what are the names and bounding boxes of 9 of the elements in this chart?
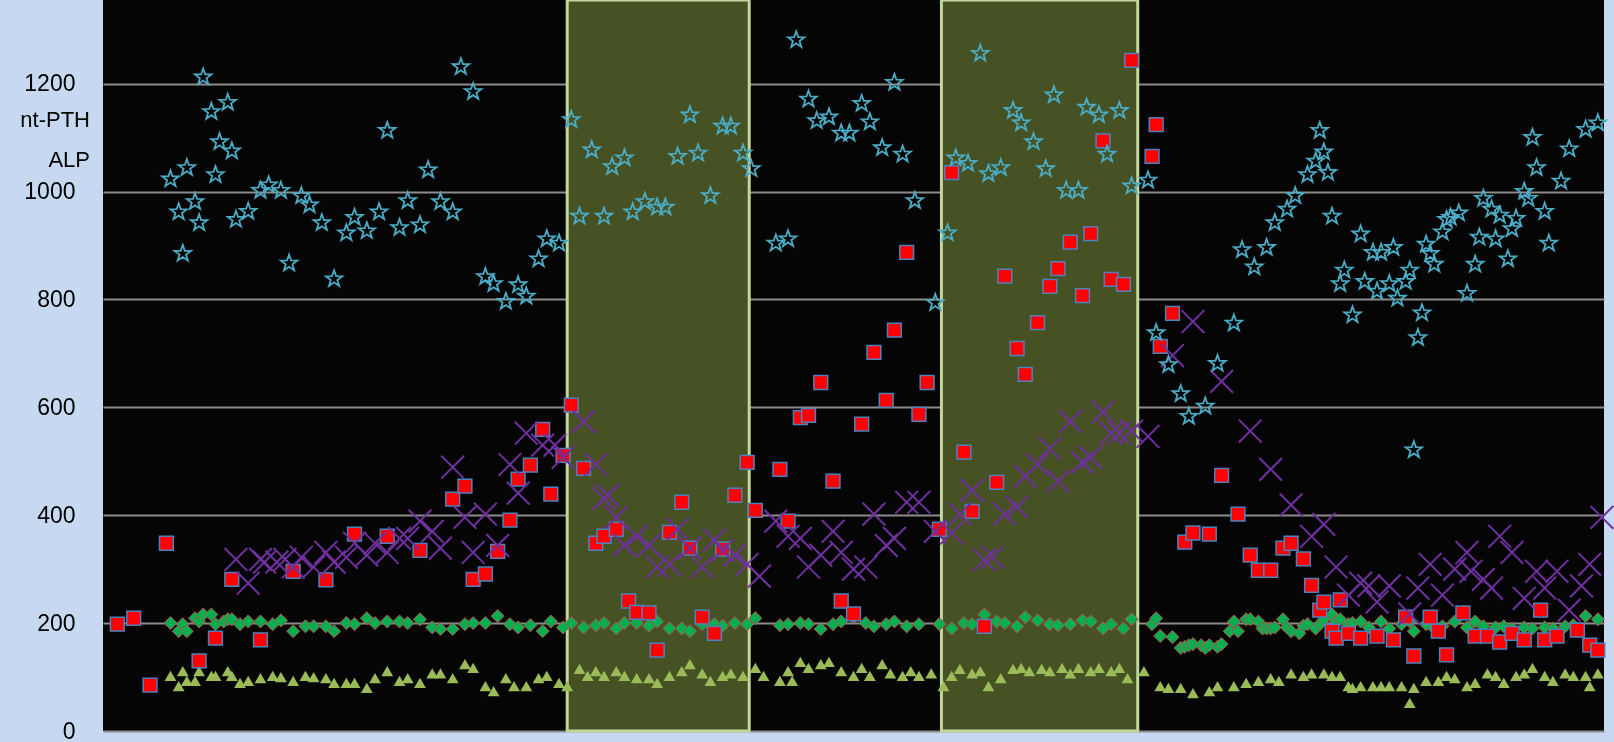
y-tick-label: 600 [37, 393, 76, 420]
y-tick-label: 0 [62, 717, 76, 742]
y-tick-label: 800 [37, 285, 76, 312]
y-tick-label: 400 [37, 501, 76, 528]
y-tick-label: 1000 [24, 178, 76, 205]
text: nt-PTH [19, 106, 90, 134]
y-tick-label: 200 [37, 609, 76, 636]
y-tick-label: 1200 [24, 70, 76, 97]
text: ALP [47, 146, 90, 174]
